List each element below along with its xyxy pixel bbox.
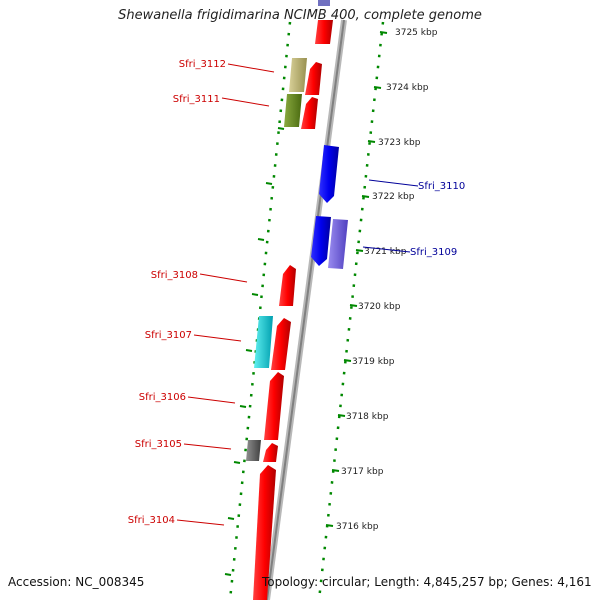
gene-label: Sfri_3105 (135, 439, 182, 450)
topology-text: Topology: circular; Length: 4,845,257 bp… (262, 575, 592, 589)
gene-label: Sfri_3111 (173, 94, 220, 105)
scale-label: 3719 kbp (352, 357, 395, 367)
gene-arrow-forward (315, 20, 333, 44)
gene-features (246, 0, 348, 600)
gene-label: Sfri_3104 (128, 515, 175, 526)
scale-label: 3720 kbp (358, 302, 401, 312)
major-ticks (224, 31, 388, 576)
map-title: Shewanella frigidimarina NCIMB 400, comp… (118, 8, 482, 23)
gene-arrow-forward (301, 97, 318, 129)
label-leaders (176, 63, 419, 526)
gene-arrow-forward (271, 318, 291, 370)
gene-arrow-forward (263, 443, 278, 462)
scale-label: 3718 kbp (346, 412, 389, 422)
gene-block-cyan (254, 316, 273, 368)
backbone (264, 19, 347, 600)
gene-block-gray (246, 440, 261, 461)
gene-label: Sfri_3109 (410, 247, 457, 258)
gene-block-violet (328, 219, 348, 269)
gene-arrow-forward (264, 372, 284, 440)
gene-arrow-forward (253, 465, 276, 600)
gene-label: Sfri_3108 (151, 270, 198, 281)
gene-block-olive (289, 58, 307, 92)
scale-labels: 3725 kbp 3724 kbp 3723 kbp 3722 kbp 3721… (336, 28, 438, 532)
scale-label: 3722 kbp (372, 192, 415, 202)
gene-label: Sfri_3110 (418, 181, 465, 192)
gene-arrow-forward (305, 62, 322, 95)
scale-label: 3716 kbp (336, 522, 379, 532)
gene-label: Sfri_3112 (179, 59, 226, 70)
scale-label: 3725 kbp (395, 28, 438, 38)
gene-arrow-reverse (311, 216, 331, 266)
gene-arrow-reverse (319, 145, 339, 203)
gene-arrow-forward (279, 265, 296, 306)
scale-label: 3717 kbp (341, 467, 384, 477)
gene-block-multicolor (318, 0, 330, 6)
gene-block-green (284, 94, 302, 127)
scale-label: 3721 kbp (364, 247, 407, 257)
gene-labels: Sfri_3112 Sfri_3111 Sfri_3110 Sfri_3109 … (128, 59, 465, 526)
scale-label: 3724 kbp (386, 83, 429, 93)
accession-text: Accession: NC_008345 (8, 575, 145, 589)
tick-rail-outer (317, 21, 385, 600)
tick-rail-inner (228, 21, 292, 600)
scale-label: 3723 kbp (378, 138, 421, 148)
gene-label: Sfri_3107 (145, 330, 192, 341)
gene-label: Sfri_3106 (139, 392, 186, 403)
